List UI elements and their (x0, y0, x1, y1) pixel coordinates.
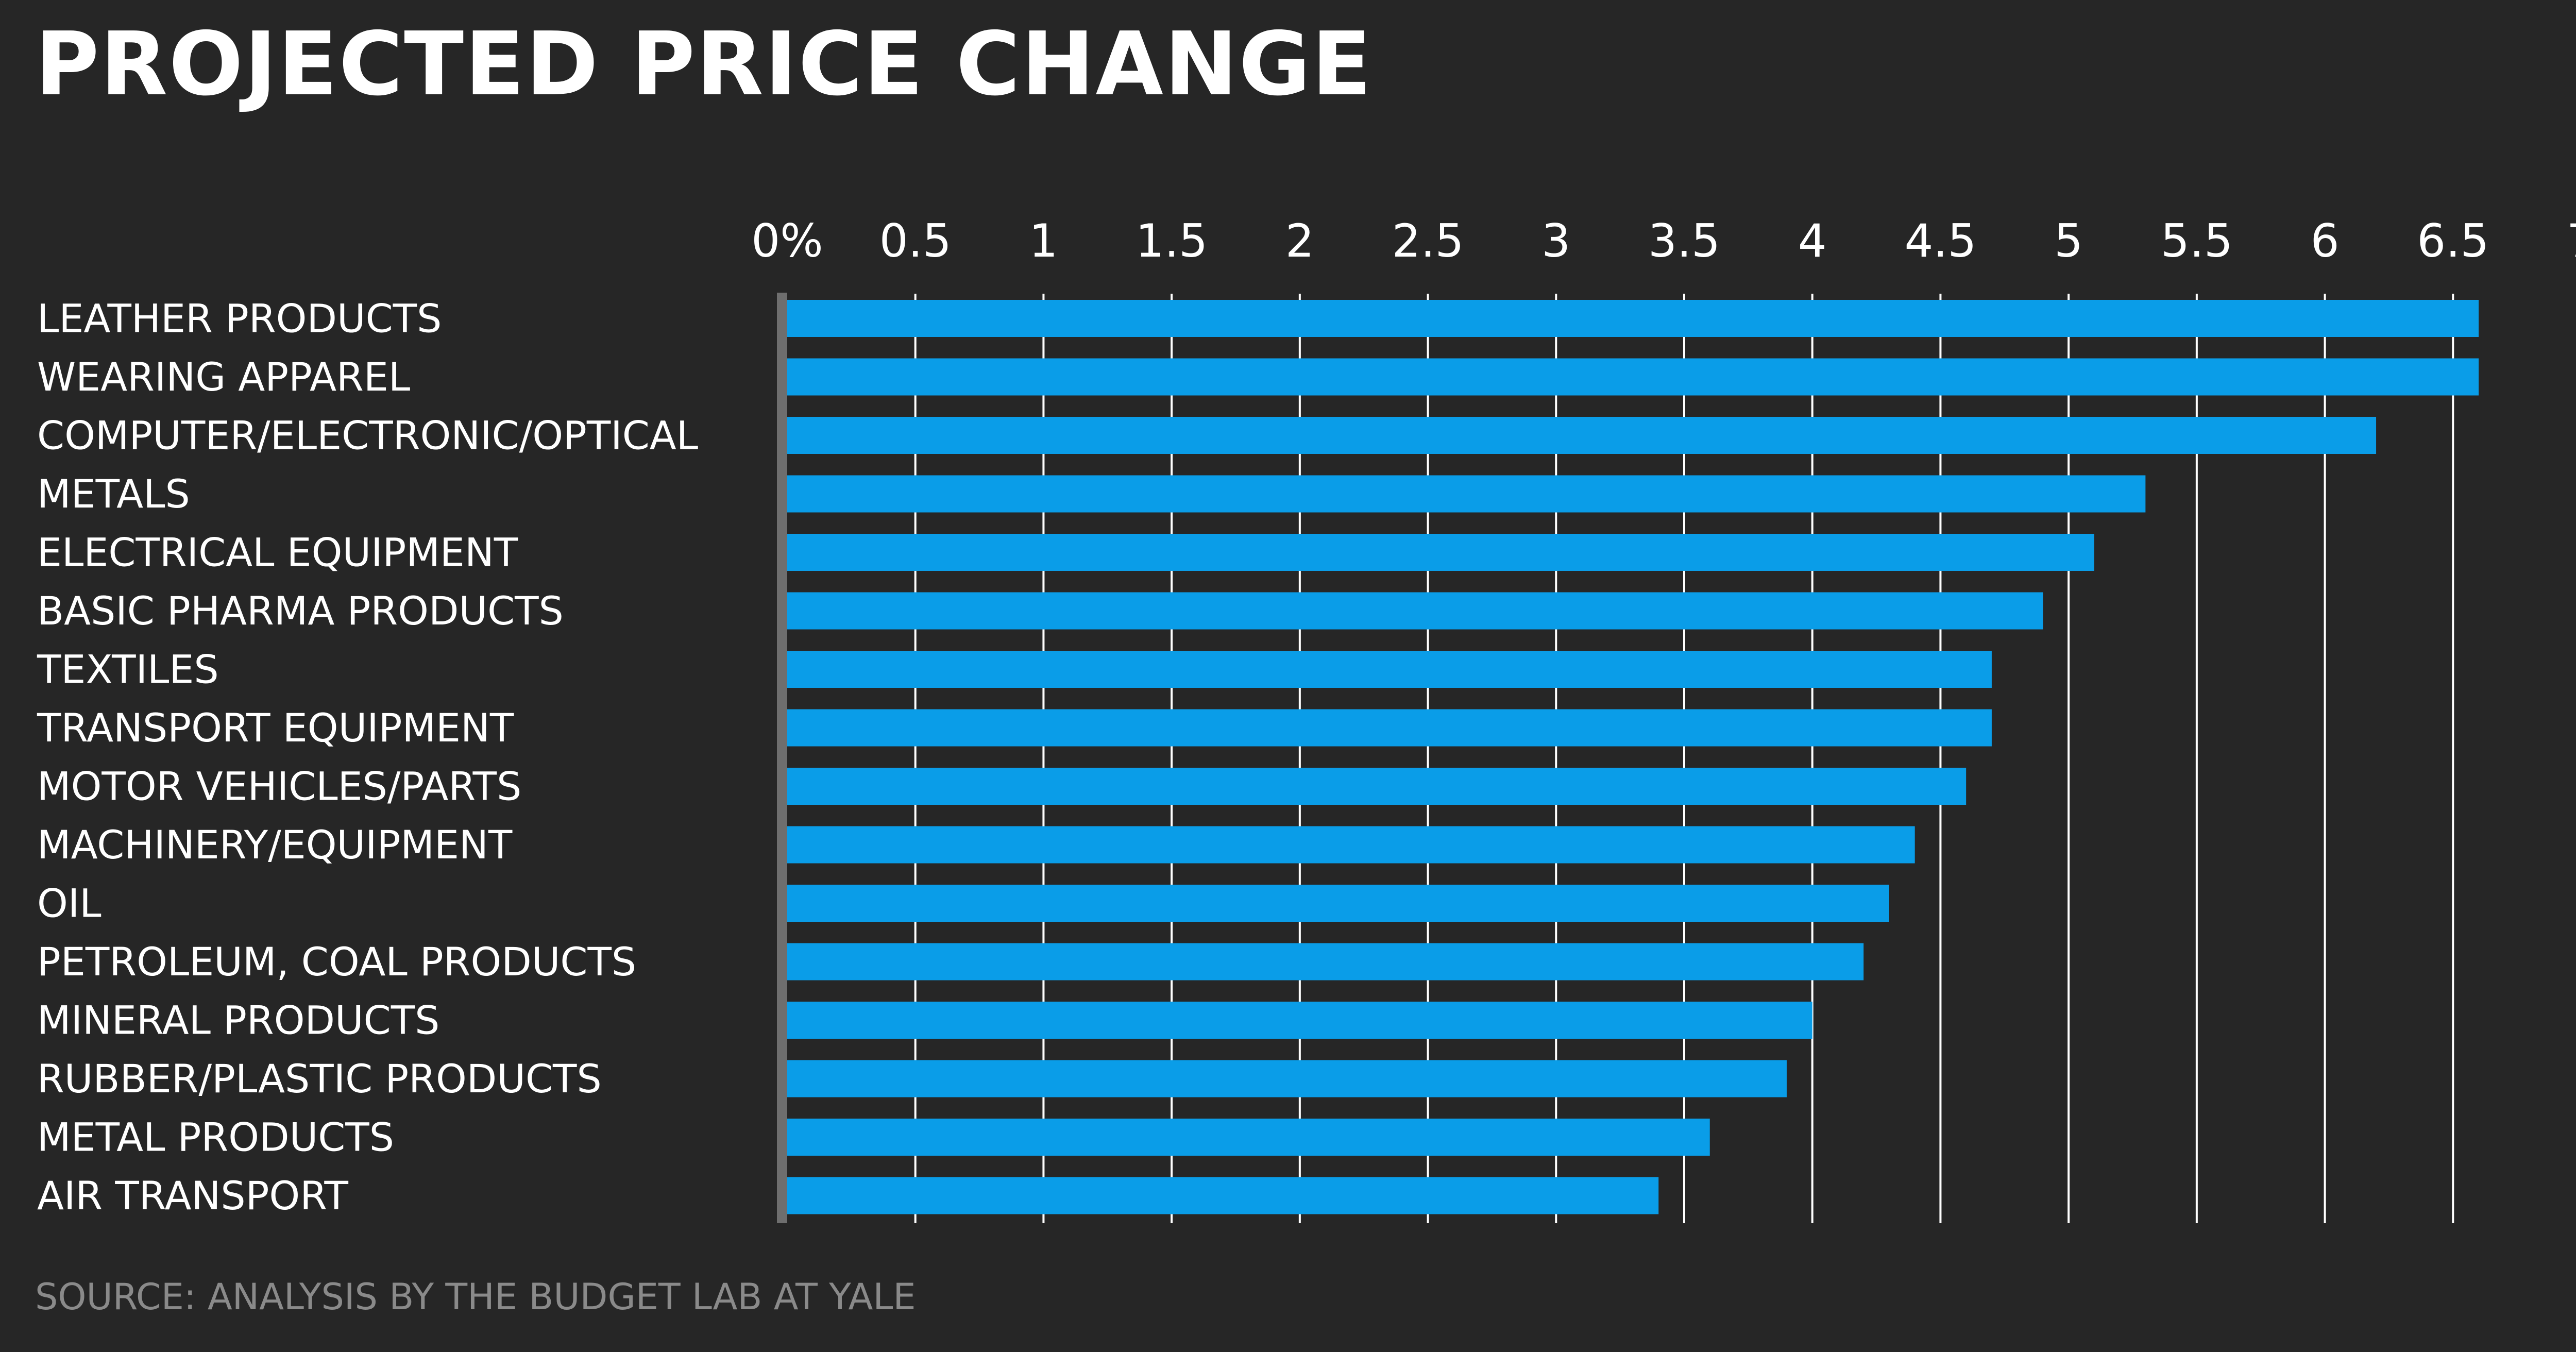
category-label: MOTOR VEHICLES/PARTS (37, 764, 521, 809)
bar (787, 358, 2479, 396)
x-tick-label: 2.5 (1392, 214, 1464, 267)
category-label: METAL PRODUCTS (37, 1114, 394, 1160)
bar (787, 475, 2146, 513)
bar (787, 651, 1992, 688)
category-label: TEXTILES (37, 647, 219, 692)
bar (787, 709, 1992, 747)
category-label: LEATHER PRODUCTS (37, 296, 442, 342)
category-label: WEARING APPAREL (37, 354, 410, 400)
category-label: ELECTRICAL EQUIPMENT (37, 530, 518, 576)
bar (787, 1060, 1787, 1097)
category-labels: LEATHER PRODUCTS WEARING APPAREL COMPUTER/… (37, 296, 698, 1219)
category-label: TRANSPORT EQUIPMENT (37, 705, 514, 751)
category-label: COMPUTER/ELECTRONIC/OPTICAL (37, 413, 698, 459)
bar (787, 885, 1889, 922)
category-label: AIR TRANSPORT (37, 1173, 349, 1219)
x-tick-label: 5 (2054, 214, 2083, 267)
bar (787, 1002, 1812, 1039)
source-note: SOURCE: ANALYSIS BY THE BUDGET LAB AT YA… (35, 1276, 916, 1318)
category-label: RUBBER/PLASTIC PRODUCTS (37, 1056, 602, 1102)
bar (787, 768, 1967, 805)
category-label: MINERAL PRODUCTS (37, 998, 439, 1043)
category-label: BASIC PHARMA PRODUCTS (37, 588, 564, 634)
x-tick-label: 7 (2567, 214, 2576, 267)
chart-title: PROJECTED PRICE CHANGE (35, 13, 1372, 115)
x-tick-label: 4.5 (1904, 214, 1976, 267)
x-tick-label: 4 (1798, 214, 1827, 267)
category-label: MACHINERY/EQUIPMENT (37, 822, 513, 868)
bar (787, 826, 1915, 864)
x-tick-label: 3.5 (1648, 214, 1720, 267)
category-label: METALS (37, 471, 190, 517)
x-tick-label: 6.5 (2417, 214, 2489, 267)
y-axis-line (777, 293, 787, 1223)
x-tick-label: 3 (1541, 214, 1570, 267)
x-tick-label: 1.5 (1136, 214, 1208, 267)
category-label: OIL (37, 881, 101, 926)
x-tick-label: 0.5 (879, 214, 952, 267)
x-tick-label: 0% (751, 214, 823, 267)
x-tick-label: 5.5 (2161, 214, 2233, 267)
bar (787, 534, 2094, 571)
bar (787, 943, 1864, 981)
bars (787, 300, 2479, 1214)
bar (787, 1177, 1659, 1214)
x-tick-label: 6 (2311, 214, 2340, 267)
x-axis-ticks: 0% 0.5 1 1.5 2 2.5 3 3.5 4 4.5 5 5.5 6 6.5 7 (751, 214, 2576, 267)
x-tick-label: 2 (1285, 214, 1314, 267)
bar (787, 417, 2377, 454)
x-tick-label: 1 (1029, 214, 1058, 267)
bar (787, 300, 2479, 337)
category-label: PETROLEUM, COAL PRODUCTS (37, 939, 636, 985)
bar (787, 592, 2043, 630)
bar (787, 1119, 1710, 1156)
